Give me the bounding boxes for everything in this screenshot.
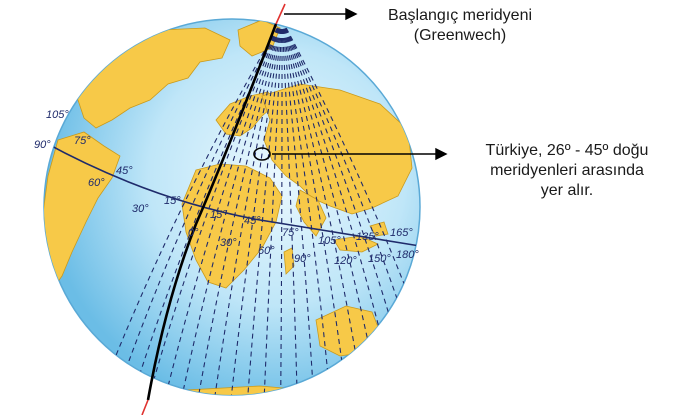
label-e150: 150° [368,253,391,265]
meridian-line [281,19,420,395]
meridian-labels: 105° 90° 75° 60° 45° 30° 15° 0° 15° 45° … [34,109,419,267]
turkey-callout-line3: yer alır. [540,182,594,199]
prime-meridian-callout-line2: (Greenwech) [413,27,507,44]
label-e90: 90° [294,253,311,265]
meridian-line [281,19,420,395]
turkey-callout: Türkiye, 26º - 45º doğu meridyenleri ara… [452,141,682,201]
equator-line [44,141,420,247]
turkey-callout-line2: meridyenleri arasında [490,162,644,179]
label-e30: 30° [220,237,237,249]
turkey-marker [253,147,271,161]
south-america-landmass [44,131,121,291]
meridian-line [109,19,283,395]
meridian-line [281,19,316,395]
meridian-line [281,19,299,395]
callout-arrows [272,7,448,161]
label-e120: 120° [334,255,357,267]
meridian-line [194,19,283,395]
label-e45: 45° [244,215,261,227]
india-landmass [295,189,327,237]
label-zero: 0° [188,227,199,239]
meridian-line [281,19,333,395]
meridian-line [177,19,283,395]
label-w75: 75° [74,135,91,147]
axis-north-tip [275,3,286,25]
meridian-line [281,19,367,395]
madagascar-landmass [283,247,295,275]
label-e135: 135° [356,231,379,243]
prime-meridian-callout-line1: Başlangıç meridyeni [387,7,533,24]
label-w30: 30° [132,203,149,215]
meridian-line [228,19,283,395]
label-e15: 15° [210,209,227,221]
prime-meridian-line [146,23,278,401]
meridian-line [245,19,283,395]
axis-south-tip [141,399,149,415]
label-w60: 60° [88,177,105,189]
turkey-callout-line1: Türkiye, 26º - 45º doğu [485,142,649,159]
label-w45: 45° [116,165,133,177]
meridian-line [262,19,283,395]
label-e60: 60° [258,245,275,257]
label-w15: 15° [164,195,181,207]
meridian-line [279,19,283,395]
meridian-line [143,19,283,395]
label-e105: 105° [318,235,341,247]
label-e75: 75° [282,227,299,239]
label-e180: 180° [396,249,419,261]
label-e165: 165° [390,227,413,239]
meridian-line [160,19,283,395]
label-w90: 90° [34,139,51,151]
prime-meridian-callout: Başlangıç meridyeni (Greenwech) [360,6,560,46]
label-w105: 105° [46,109,69,121]
meridian-line [281,19,401,395]
